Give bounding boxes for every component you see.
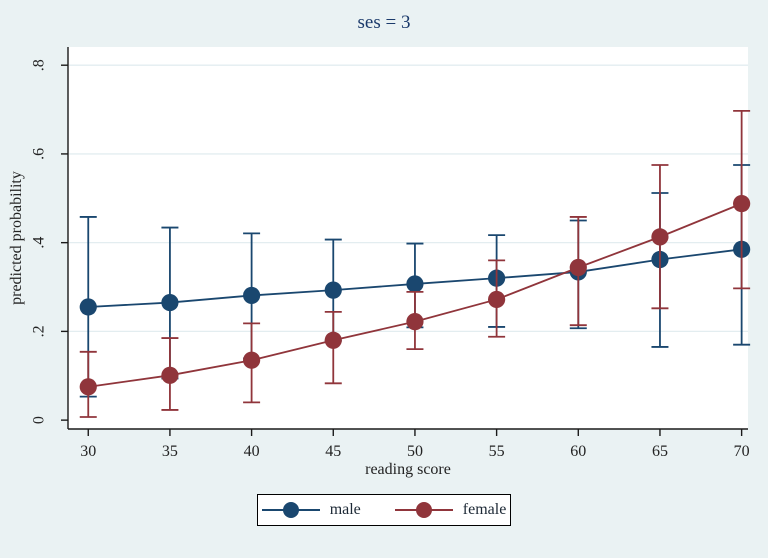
- legend-label-male: male: [329, 501, 361, 518]
- x-axis-title: reading score: [365, 461, 451, 478]
- y-tick-label: .4: [31, 237, 48, 249]
- female-marker: [79, 378, 97, 396]
- x-tick-label: 55: [489, 443, 505, 460]
- x-tick-label: 45: [325, 443, 341, 460]
- y-tick-label: .6: [31, 148, 48, 160]
- x-tick-label: 30: [80, 443, 96, 460]
- male-marker-sample: [261, 501, 320, 519]
- x-tick-label: 35: [162, 443, 178, 460]
- female-marker: [324, 331, 342, 349]
- female-marker: [569, 258, 587, 277]
- female-dot-icon: [415, 502, 432, 518]
- legend-box: male female: [257, 494, 511, 526]
- male-marker: [161, 293, 179, 312]
- female-marker: [161, 366, 179, 384]
- female-marker: [651, 228, 669, 246]
- x-tick-label: 60: [570, 443, 586, 460]
- y-axis-title: predicted probability: [8, 171, 25, 305]
- male-marker: [406, 275, 424, 293]
- x-tick-label: 70: [734, 443, 750, 460]
- male-marker: [242, 286, 261, 305]
- y-tick-label: 0: [31, 416, 48, 424]
- female-marker: [242, 351, 261, 369]
- y-tick-label: .8: [31, 59, 48, 71]
- female-marker: [733, 195, 751, 213]
- y-tick-label: .2: [31, 325, 48, 337]
- female-marker-sample: [394, 501, 453, 519]
- legend-label-female: female: [462, 501, 507, 518]
- female-marker: [488, 290, 506, 309]
- x-tick-label: 50: [407, 443, 423, 460]
- male-marker: [79, 298, 97, 316]
- legend-item-male: male: [261, 501, 361, 519]
- male-dot-icon: [282, 502, 299, 518]
- x-tick-label: 40: [244, 443, 260, 460]
- chart-title: ses = 3: [357, 12, 411, 33]
- x-tick-label: 65: [652, 443, 668, 460]
- legend-item-female: female: [394, 501, 507, 519]
- male-marker: [324, 281, 342, 299]
- female-marker: [406, 313, 424, 331]
- plot-area: [68, 47, 748, 429]
